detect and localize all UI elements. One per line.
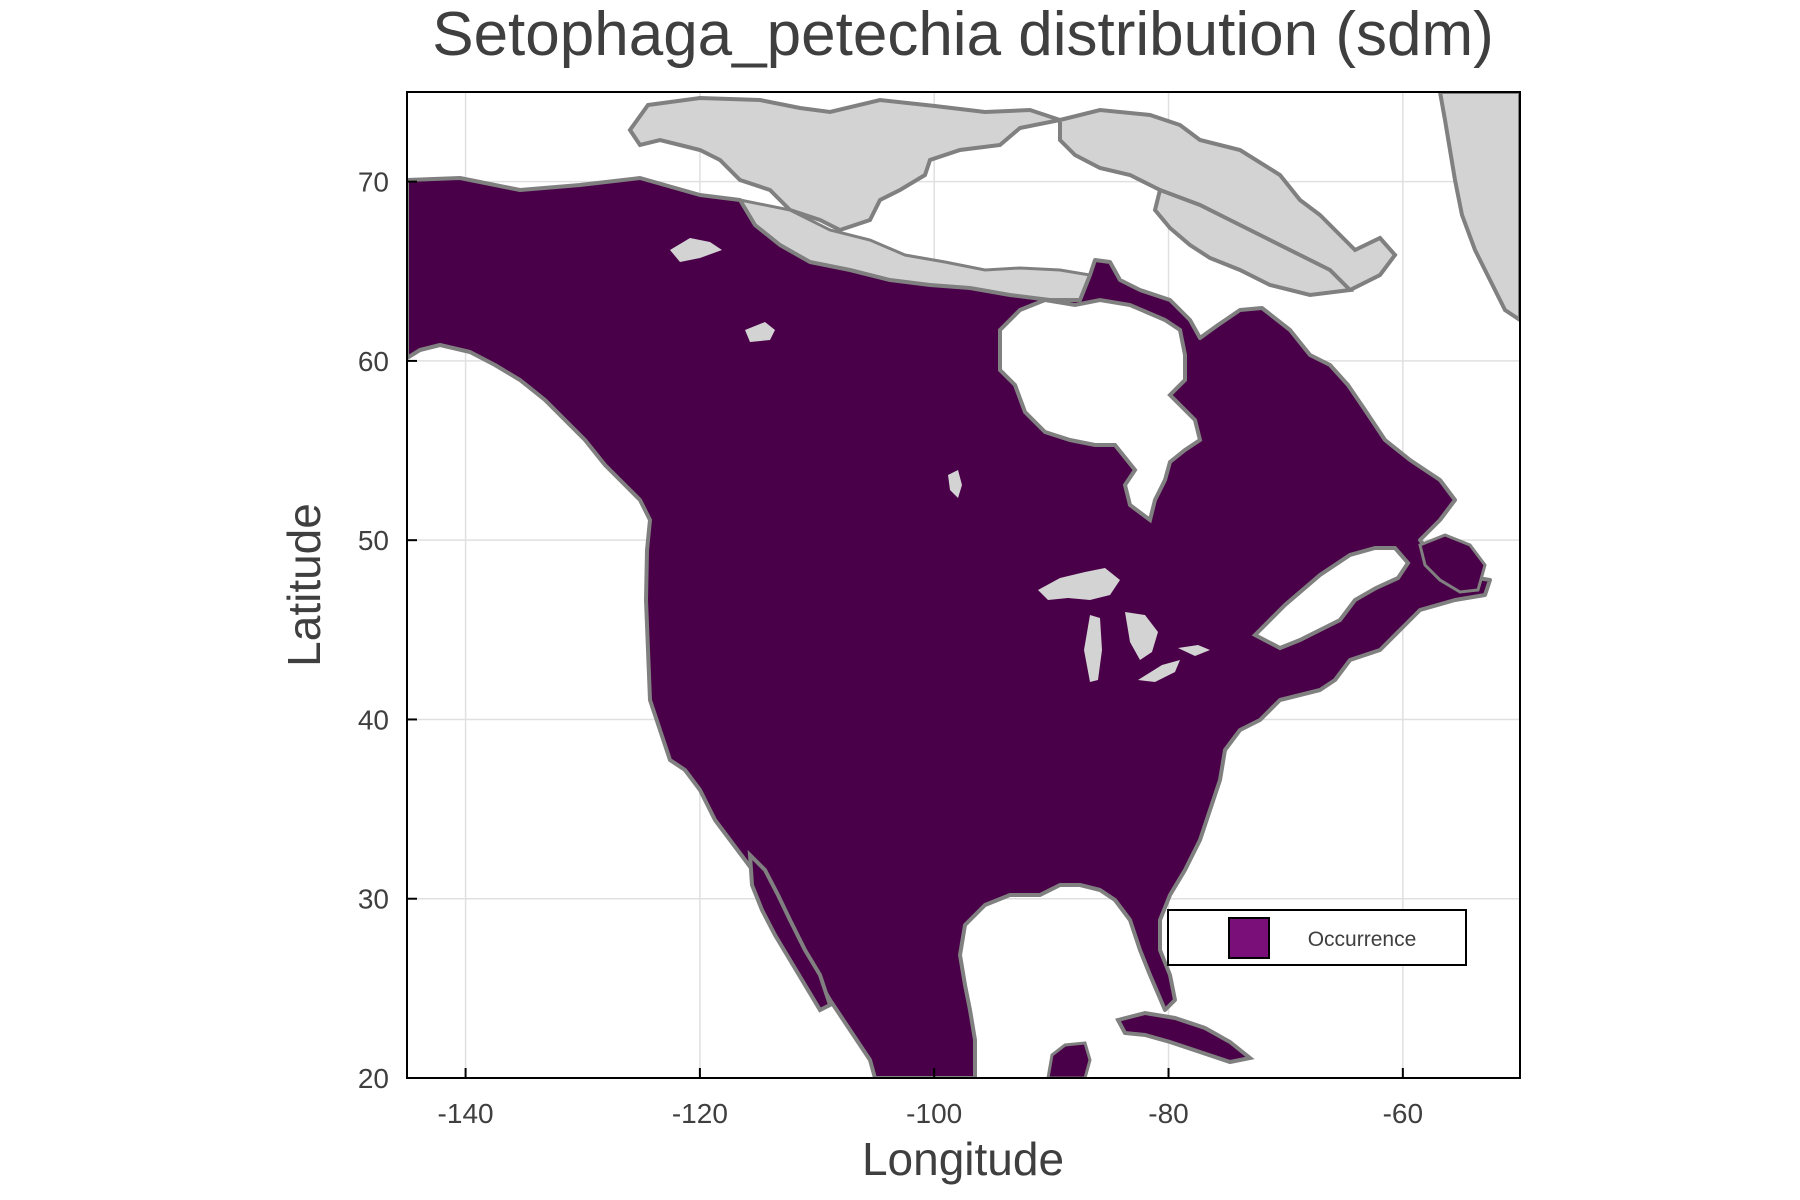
y-tick-label: 50 (358, 525, 389, 556)
x-tick-label: -120 (672, 1098, 728, 1129)
lake-superior (1038, 568, 1120, 600)
newfoundland (1418, 533, 1487, 594)
lake-ontario (1178, 645, 1210, 656)
lake-erie (1138, 660, 1180, 682)
yucatan (1046, 1041, 1092, 1078)
greenland-edge (1437, 92, 1520, 323)
y-tick-label: 30 (358, 884, 389, 915)
legend-swatch-occurrence (1228, 917, 1270, 959)
lake-huron (1125, 612, 1158, 660)
x-axis: -140 -120 -100 -80 -60 (438, 1068, 1423, 1129)
x-axis-label: Longitude (862, 1133, 1064, 1185)
x-tick-label: -60 (1383, 1098, 1423, 1129)
legend: Occurrence (1167, 909, 1467, 966)
y-tick-label: 20 (358, 1063, 389, 1094)
legend-frame (1167, 909, 1467, 966)
baffin-island (1152, 187, 1355, 298)
cuba (1115, 1010, 1255, 1065)
arctic-islands-east (1058, 107, 1398, 293)
lake-michigan (1084, 615, 1102, 682)
map-layer (407, 92, 1520, 1078)
arctic-islands-west (627, 95, 1068, 233)
baja-california (747, 849, 833, 1013)
gulf-st-lawrence (1251, 546, 1411, 651)
y-tick-label: 40 (358, 704, 389, 735)
x-tick-label: -80 (1148, 1098, 1188, 1129)
occurrence-region (407, 176, 1492, 1078)
plot-frame (406, 91, 1521, 1079)
great-slave-lake (745, 322, 775, 342)
x-tick-label: -140 (438, 1098, 494, 1129)
chart-title: Setophaga_petechia distribution (sdm) (432, 0, 1494, 69)
hudson-bay (998, 297, 1203, 524)
lake-winnipeg (948, 470, 962, 498)
y-axis: 20 30 40 50 60 70 (358, 167, 417, 1094)
y-tick-label: 60 (358, 346, 389, 377)
y-tick-label: 70 (358, 167, 389, 198)
y-axis-label: Latitude (278, 503, 330, 667)
great-bear-lake (670, 238, 722, 262)
legend-label-occurrence: Occurrence (1308, 928, 1417, 951)
x-tick-label: -100 (906, 1098, 962, 1129)
